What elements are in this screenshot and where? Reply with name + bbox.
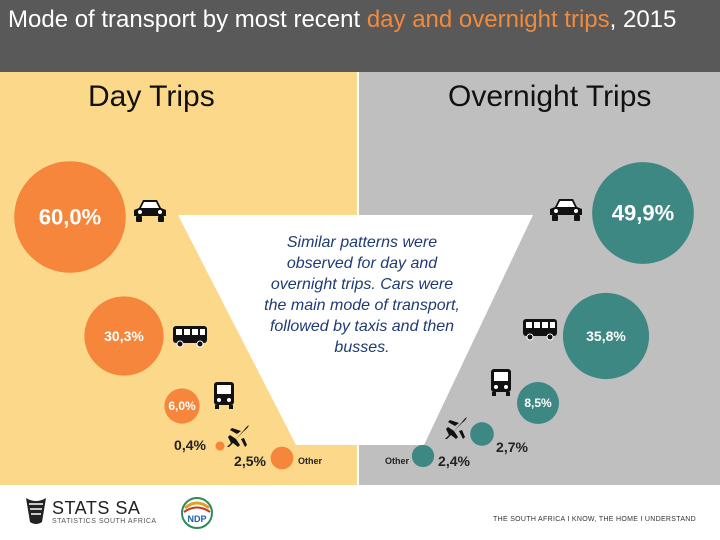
day-plane-icon [227, 425, 249, 447]
overnight-bubble-plane [470, 422, 494, 446]
day-taxi-icon [173, 326, 207, 348]
day-trips-heading: Day Trips [88, 80, 215, 113]
slide-header: Mode of transport by most recent day and… [0, 0, 720, 72]
day-bubble-plane [215, 441, 225, 451]
callout-text: Similar patterns were observed for day a… [264, 234, 460, 356]
day-bubble-bus [164, 388, 200, 424]
overnight-label-car: 49,9% [612, 201, 674, 226]
overnight-trips-heading: Overnight Trips [448, 80, 652, 113]
overnight-plane-icon [445, 417, 467, 439]
tagline: THE SOUTH AFRICA I KNOW, THE HOME I UNDE… [493, 516, 696, 523]
ndp-logo-icon: NDP [181, 497, 213, 529]
bubble-chart: 60,0% 30,3% 6,0% 0,4% 2,5% Other 49,9% 35,8% 8,5… [14, 161, 694, 470]
overnight-bubble-taxi [562, 292, 650, 380]
overnight-other-tag: Other [385, 456, 410, 466]
day-other-tag: Other [298, 456, 323, 466]
overnight-bus-icon [491, 369, 511, 396]
title-suffix: , 2015 [609, 6, 677, 33]
day-car-icon [134, 200, 166, 222]
logo-name: STATS SA [52, 498, 141, 518]
day-bubble-other [270, 446, 294, 470]
logo-subtitle: STATISTICS SOUTH AFRICA [52, 518, 157, 525]
overnight-taxi-icon [523, 319, 557, 341]
day-label-bus: 6,0% [168, 399, 196, 413]
day-bubble-taxi [84, 296, 164, 376]
day-bubble-car [14, 161, 126, 273]
overnight-label-bus: 8,5% [524, 396, 552, 410]
overnight-bubble-other [411, 444, 435, 468]
title-prefix: Mode of transport by most recent [8, 6, 367, 33]
callout-funnel [178, 215, 533, 445]
day-label-other: 2,5% [234, 453, 266, 469]
footer: STATS SA STATISTICS SOUTH AFRICA NDP THE… [0, 486, 720, 540]
overnight-car-icon [550, 199, 582, 221]
day-label-car: 60,0% [39, 205, 101, 230]
day-label-taxi: 30,3% [104, 328, 144, 344]
overnight-bubble-bus [517, 382, 559, 424]
overnight-label-taxi: 35,8% [586, 328, 626, 344]
ndp-label: NDP [187, 514, 206, 524]
title-accent: day and overnight trips [366, 6, 610, 33]
overnight-bubble-car [592, 162, 694, 264]
overnight-label-other: 2,4% [438, 453, 470, 469]
overnight-label-plane: 2,7% [496, 439, 528, 455]
day-bus-icon [214, 382, 234, 409]
stats-sa-logo-icon [26, 498, 46, 524]
day-label-plane: 0,4% [174, 437, 206, 453]
slide-title: Mode of transport by most recent day and… [8, 4, 708, 36]
